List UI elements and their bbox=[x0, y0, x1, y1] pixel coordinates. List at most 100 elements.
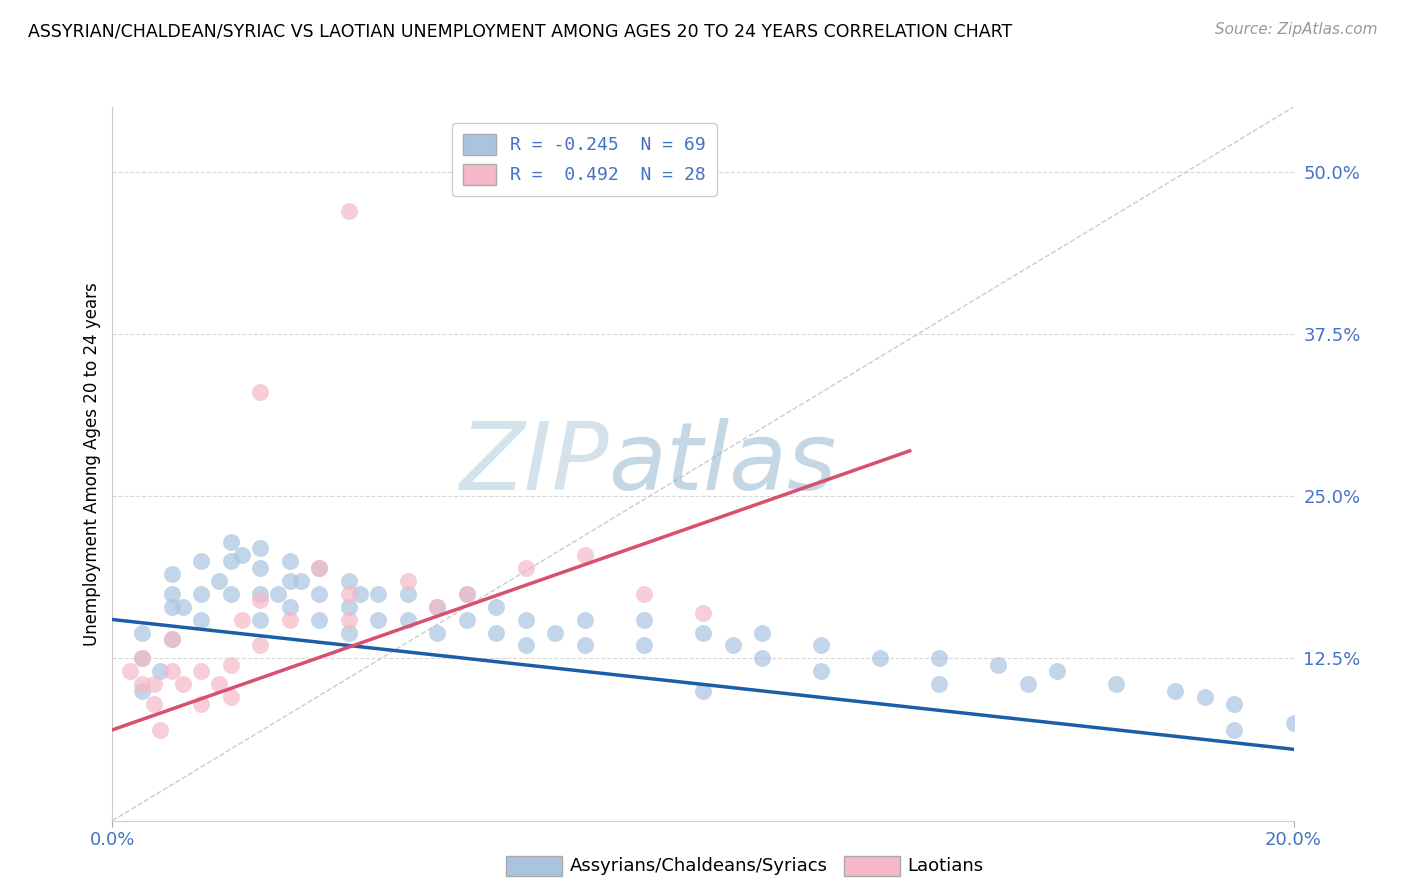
Point bbox=[426, 599, 449, 614]
Point bbox=[208, 574, 231, 588]
Point bbox=[131, 684, 153, 698]
Text: ZIP: ZIP bbox=[458, 418, 609, 509]
Point bbox=[278, 554, 301, 568]
Point bbox=[367, 613, 389, 627]
Point bbox=[249, 560, 271, 574]
Point bbox=[190, 665, 212, 679]
Point bbox=[515, 560, 537, 574]
Point bbox=[131, 651, 153, 665]
Point bbox=[751, 651, 773, 665]
Point bbox=[190, 613, 212, 627]
Point bbox=[131, 651, 153, 665]
Point bbox=[219, 657, 242, 672]
Point bbox=[231, 613, 253, 627]
Point bbox=[208, 677, 231, 691]
Point bbox=[278, 599, 301, 614]
Point bbox=[367, 586, 389, 600]
Point bbox=[1164, 684, 1187, 698]
Point bbox=[337, 625, 360, 640]
Point bbox=[456, 613, 478, 627]
Point bbox=[249, 541, 271, 556]
Point bbox=[485, 599, 508, 614]
Point bbox=[249, 586, 271, 600]
Point bbox=[456, 586, 478, 600]
Point bbox=[810, 639, 832, 653]
Point bbox=[721, 639, 744, 653]
Point bbox=[120, 665, 142, 679]
Point bbox=[249, 385, 271, 400]
Point bbox=[574, 548, 596, 562]
Point bbox=[1223, 697, 1246, 711]
Text: ASSYRIAN/CHALDEAN/SYRIAC VS LAOTIAN UNEMPLOYMENT AMONG AGES 20 TO 24 YEARS CORRE: ASSYRIAN/CHALDEAN/SYRIAC VS LAOTIAN UNEM… bbox=[28, 22, 1012, 40]
Point bbox=[751, 625, 773, 640]
Point bbox=[396, 574, 419, 588]
Point bbox=[692, 684, 714, 698]
Point bbox=[160, 586, 183, 600]
Point bbox=[337, 203, 360, 218]
Point bbox=[160, 632, 183, 646]
Point bbox=[869, 651, 891, 665]
Point bbox=[426, 599, 449, 614]
Point bbox=[219, 554, 242, 568]
Point bbox=[160, 599, 183, 614]
Point bbox=[337, 613, 360, 627]
Point bbox=[349, 586, 371, 600]
Y-axis label: Unemployment Among Ages 20 to 24 years: Unemployment Among Ages 20 to 24 years bbox=[83, 282, 101, 646]
Point bbox=[142, 697, 165, 711]
Point bbox=[692, 625, 714, 640]
Point bbox=[396, 613, 419, 627]
Point bbox=[278, 574, 301, 588]
Point bbox=[249, 593, 271, 607]
Point bbox=[515, 639, 537, 653]
Point bbox=[190, 697, 212, 711]
Point bbox=[278, 613, 301, 627]
Point bbox=[692, 606, 714, 620]
Point bbox=[267, 586, 290, 600]
Point bbox=[456, 586, 478, 600]
Point bbox=[308, 560, 330, 574]
Point bbox=[1105, 677, 1128, 691]
Point bbox=[172, 677, 194, 691]
Point bbox=[574, 639, 596, 653]
Point bbox=[142, 677, 165, 691]
Point bbox=[987, 657, 1010, 672]
Legend: R = -0.245  N = 69, R =  0.492  N = 28: R = -0.245 N = 69, R = 0.492 N = 28 bbox=[453, 123, 717, 195]
Point bbox=[249, 639, 271, 653]
Point bbox=[219, 690, 242, 705]
Point bbox=[290, 574, 312, 588]
Point bbox=[190, 586, 212, 600]
Point bbox=[810, 665, 832, 679]
Point bbox=[396, 586, 419, 600]
Point bbox=[172, 599, 194, 614]
Point bbox=[249, 613, 271, 627]
Point bbox=[308, 613, 330, 627]
Point bbox=[633, 639, 655, 653]
Text: Laotians: Laotians bbox=[907, 857, 983, 875]
Text: Source: ZipAtlas.com: Source: ZipAtlas.com bbox=[1215, 22, 1378, 37]
Point bbox=[160, 665, 183, 679]
Point bbox=[131, 625, 153, 640]
Point bbox=[633, 586, 655, 600]
Point bbox=[337, 599, 360, 614]
Point bbox=[160, 632, 183, 646]
Point bbox=[149, 665, 172, 679]
Point bbox=[190, 554, 212, 568]
Point bbox=[928, 677, 950, 691]
Point bbox=[131, 677, 153, 691]
Text: atlas: atlas bbox=[609, 418, 837, 509]
Point bbox=[515, 613, 537, 627]
Point bbox=[633, 613, 655, 627]
Point bbox=[337, 574, 360, 588]
Point bbox=[337, 586, 360, 600]
Point bbox=[1223, 723, 1246, 737]
Point bbox=[928, 651, 950, 665]
Point bbox=[308, 560, 330, 574]
Point bbox=[1282, 716, 1305, 731]
Point bbox=[231, 548, 253, 562]
Point bbox=[308, 586, 330, 600]
Point bbox=[485, 625, 508, 640]
Point bbox=[219, 586, 242, 600]
Point bbox=[544, 625, 567, 640]
Point bbox=[574, 613, 596, 627]
Point bbox=[160, 567, 183, 582]
